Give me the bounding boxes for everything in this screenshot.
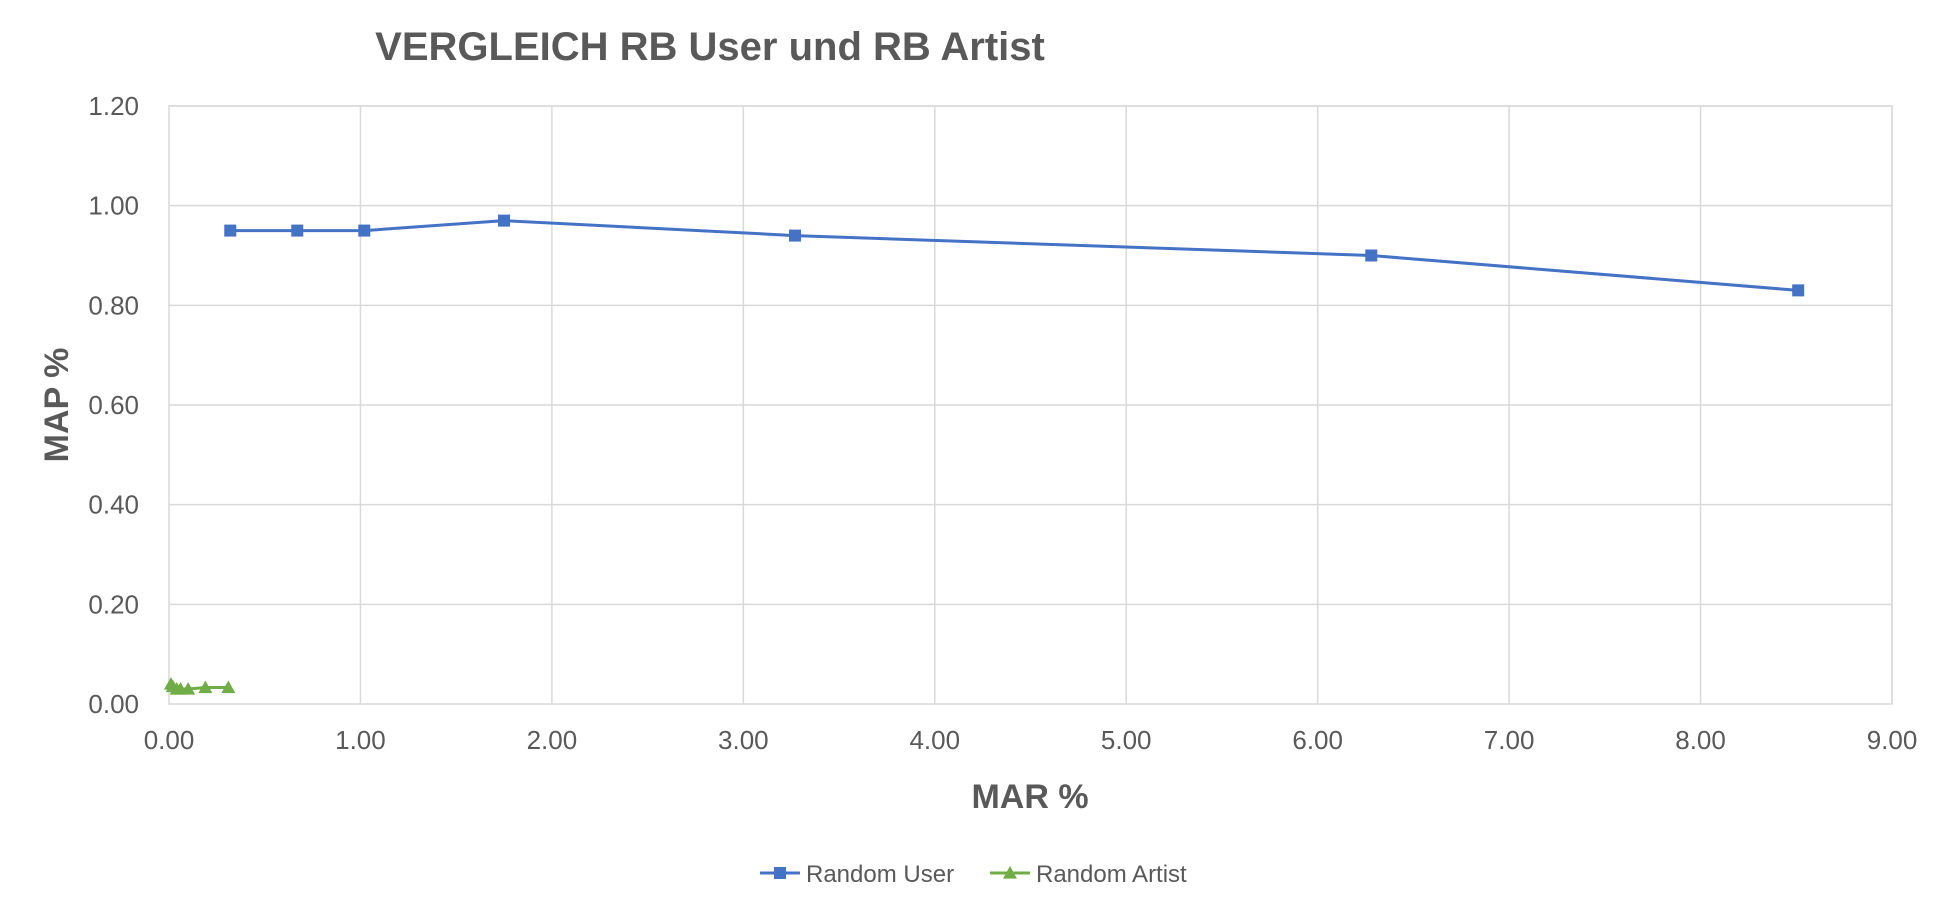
chart-title: VERGLEICH RB User und RB Artist — [375, 25, 1045, 69]
y-tick-label: 1.00 — [88, 191, 139, 221]
data-point — [291, 224, 304, 237]
y-tick-label: 0.40 — [88, 490, 139, 520]
legend-marker — [1003, 866, 1017, 879]
legend-marker — [774, 867, 786, 879]
x-tick-label: 0.00 — [144, 725, 195, 755]
y-tick-label: 1.20 — [88, 91, 139, 121]
data-point — [198, 680, 213, 694]
y-tick-label: 0.20 — [88, 589, 139, 619]
legend-label: Random Artist — [1036, 861, 1187, 888]
data-point — [224, 224, 237, 237]
y-tick-label: 0.60 — [88, 390, 139, 420]
series-group — [224, 214, 1805, 297]
x-tick-label: 4.00 — [909, 725, 960, 755]
x-axis: 0.00 1.00 2.00 3.00 4.00 5.00 6.00 7.00 8.00 9.00 — [144, 725, 1918, 755]
x-tick-label: 6.00 — [1292, 725, 1343, 755]
x-tick-label: 9.00 — [1867, 725, 1918, 755]
legend-label: Random User — [806, 861, 954, 888]
x-tick-label: 3.00 — [718, 725, 769, 755]
data-point — [789, 229, 802, 242]
data-point — [221, 680, 236, 694]
y-tick-label: 0.00 — [88, 689, 139, 719]
data-point — [358, 224, 371, 237]
y-tick-label: 0.80 — [88, 290, 139, 320]
data-point — [1365, 249, 1378, 262]
data-point — [498, 214, 511, 227]
x-tick-label: 7.00 — [1484, 725, 1535, 755]
series-layer — [163, 214, 1805, 695]
y-axis: 0.00 0.20 0.40 0.60 0.80 1.00 1.20 — [88, 91, 139, 719]
x-axis-title: MAR % — [971, 778, 1088, 816]
x-tick-label: 1.00 — [335, 725, 386, 755]
x-tick-label: 2.00 — [527, 725, 578, 755]
legend-item: Random Artist — [990, 861, 1187, 888]
x-tick-label: 8.00 — [1675, 725, 1726, 755]
series-line — [230, 219, 1799, 292]
plot-area — [168, 105, 1893, 705]
x-tick-label: 5.00 — [1101, 725, 1152, 755]
data-point — [181, 682, 196, 695]
grid-lines — [169, 105, 1893, 704]
legend: Random User Random Artist — [760, 861, 1187, 888]
data-point — [1792, 284, 1805, 297]
legend-item: Random User — [760, 861, 954, 888]
y-axis-title: MAP % — [38, 348, 76, 463]
series-group — [163, 677, 236, 695]
